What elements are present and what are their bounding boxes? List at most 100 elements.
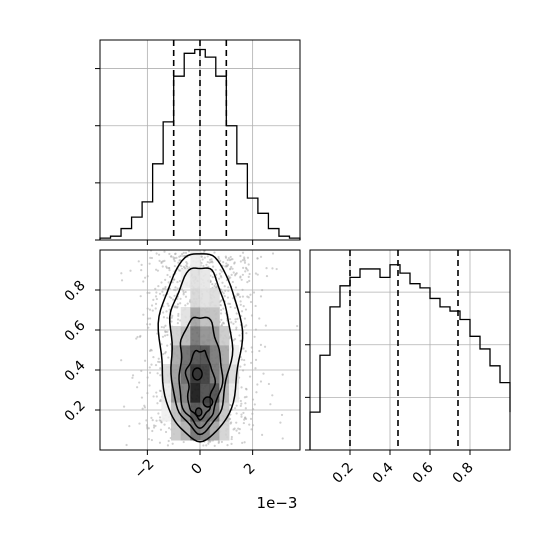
scatter-point — [164, 350, 167, 354]
scatter-point — [176, 318, 180, 321]
contour-line — [157, 253, 244, 443]
scatter-point — [150, 304, 154, 307]
scatter-point — [250, 361, 253, 364]
scatter-point — [263, 345, 267, 348]
scatter-point — [259, 343, 263, 346]
scatter-point — [154, 363, 158, 367]
scatter-point — [180, 265, 183, 268]
scatter-point — [177, 312, 180, 316]
scatter-point — [167, 427, 171, 430]
scatter-point — [248, 375, 252, 378]
scatter-point — [241, 273, 244, 276]
scatter-point — [245, 324, 248, 327]
scatter-point — [259, 255, 263, 258]
scatter-point — [230, 442, 233, 445]
scatter-point — [144, 276, 147, 279]
joint-density-plot: −2 0 2 0.2 0.4 0.6 0.8 — [62, 249, 301, 482]
scatter-point — [163, 259, 166, 263]
x-tick-label: 0.6 — [410, 460, 437, 487]
density-cell — [190, 345, 201, 365]
contour-peak — [202, 396, 214, 408]
scatter-point — [164, 430, 168, 434]
scatter-point — [235, 404, 238, 407]
scatter-point — [248, 279, 251, 283]
scatter-point — [271, 394, 274, 397]
scatter-point — [136, 386, 139, 389]
scatter-point — [157, 412, 160, 415]
scatter-point — [240, 358, 243, 361]
scatter-point — [243, 441, 246, 444]
scatter-point — [218, 277, 221, 280]
density-cell — [180, 326, 191, 346]
x-offset-label: 1e−3 — [257, 494, 298, 512]
scatter-point — [255, 391, 258, 394]
scatter-point — [236, 317, 239, 320]
scatter-point — [167, 439, 170, 443]
density-cell — [190, 383, 201, 403]
scatter-point — [244, 350, 247, 353]
x-tick-label: 0 — [188, 460, 206, 478]
scatter-point — [234, 318, 237, 321]
scatter-point — [227, 289, 230, 292]
density-cell — [219, 326, 230, 346]
scatter-point — [176, 287, 179, 290]
scatter-point — [211, 276, 214, 279]
density-contours — [157, 253, 244, 443]
scatter-point — [234, 286, 238, 289]
scatter-point — [158, 389, 162, 392]
scatter-point — [203, 250, 206, 253]
scatter-point — [152, 298, 155, 302]
scatter-point — [170, 255, 173, 258]
scatter-point — [281, 437, 284, 440]
scatter-point — [156, 269, 160, 272]
scatter-point — [239, 260, 242, 263]
scatter-point — [205, 263, 208, 266]
scatter-point — [219, 268, 222, 272]
scatter-point — [171, 281, 174, 284]
scatter-point — [160, 325, 163, 329]
scatter-point — [281, 373, 284, 376]
scatter-point — [229, 404, 232, 407]
scatter-point — [166, 444, 170, 447]
density-cell — [200, 288, 211, 308]
scatter-point — [163, 334, 167, 337]
scatter-point — [228, 317, 232, 321]
scatter-point — [200, 262, 203, 265]
scatter-point — [168, 269, 171, 272]
scatter-point — [241, 259, 244, 262]
scatter-point — [120, 359, 123, 362]
scatter-point — [243, 358, 246, 362]
density-cell — [190, 250, 201, 270]
scatter-point — [279, 421, 282, 424]
scatter-point — [166, 333, 169, 337]
scatter-point — [176, 303, 180, 306]
scatter-point — [152, 356, 155, 359]
density-cell — [200, 269, 211, 289]
scatter-point — [246, 256, 250, 259]
density-cell — [228, 383, 240, 403]
scatter-point — [161, 335, 165, 338]
panel-frame — [99, 249, 301, 451]
y-tick-label: 0.2 — [62, 398, 89, 425]
scatter-point — [213, 251, 216, 254]
scatter-point — [245, 417, 248, 420]
scatter-point — [217, 257, 220, 260]
scatter-point — [220, 318, 223, 322]
scatter-point — [228, 268, 232, 271]
density-cell — [171, 345, 182, 365]
scatter-point — [260, 433, 264, 436]
scatter-point — [155, 297, 158, 301]
scatter-point — [146, 291, 149, 295]
scatter-point — [219, 308, 223, 312]
panel-frame — [99, 39, 301, 241]
scatter-point — [155, 419, 158, 422]
marginal-histogram-y: 0.2 0.4 0.6 0.8 — [305, 249, 511, 487]
scatter-point — [143, 359, 147, 362]
scatter-point — [177, 261, 180, 264]
y-tick-label: 0.8 — [62, 278, 89, 305]
density-cell — [180, 421, 191, 441]
density-cell — [171, 421, 182, 441]
scatter-point — [180, 287, 183, 291]
scatter-point — [122, 405, 126, 408]
scatter-point — [162, 316, 166, 319]
